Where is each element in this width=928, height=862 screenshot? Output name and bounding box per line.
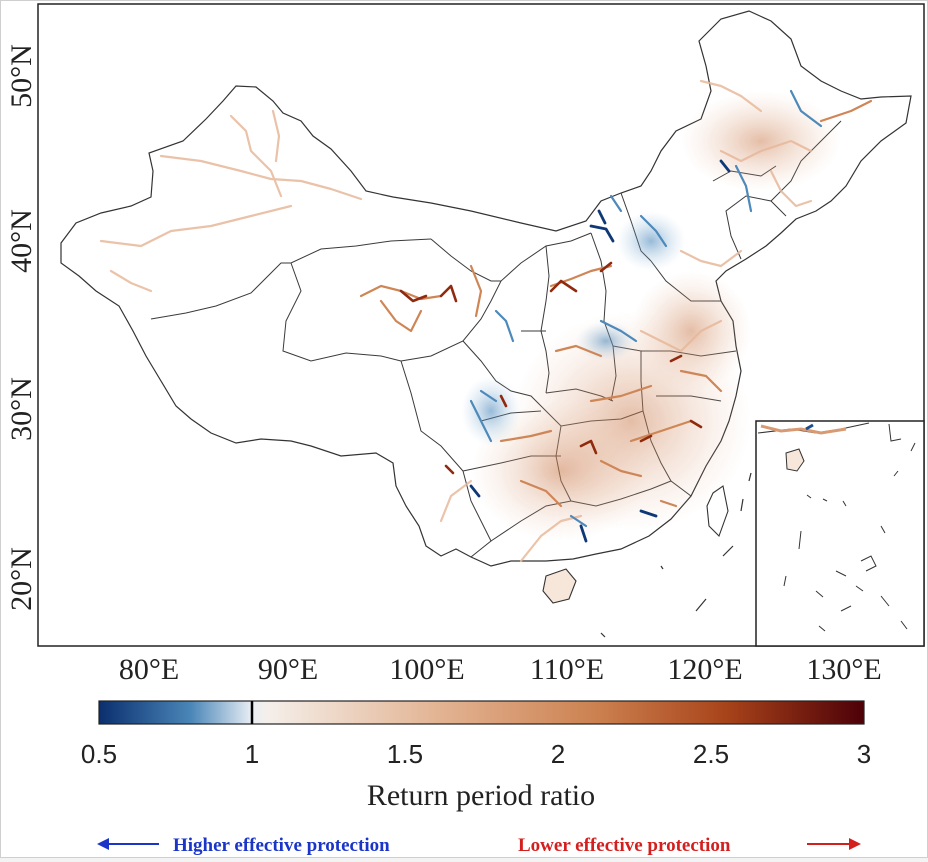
river-network (99, 79, 873, 563)
inset-hainan (785, 448, 805, 472)
lon-label-110: 110°E (530, 653, 604, 686)
lon-label-100: 100°E (389, 653, 464, 686)
direction-legend: Higher effective protection Lower effect… (97, 835, 861, 856)
inset-river-blue (805, 423, 814, 431)
lon-label-90: 90°E (258, 653, 318, 686)
inset-taiwan (888, 423, 902, 442)
left-arrow-icon (97, 838, 159, 850)
colorbar-title: Return period ratio (367, 779, 595, 812)
inset-border (755, 420, 925, 647)
colorbar-tick-label: 3 (857, 739, 871, 769)
inset-rivers (760, 424, 847, 435)
lon-label-120: 120°E (667, 653, 742, 686)
colorbar-gradient (98, 700, 865, 725)
inset-map (755, 420, 925, 647)
map-panel (37, 3, 925, 647)
right-arrow-icon (807, 838, 861, 850)
colorbar-tick-label: 0.5 (81, 739, 117, 769)
lon-label-130: 130°E (806, 653, 881, 686)
inset-islands (783, 442, 916, 632)
hainan-island (542, 568, 577, 604)
lat-label-40: 40°N (5, 209, 38, 273)
colorbar-tick-label: 1.5 (387, 739, 423, 769)
lat-label-20: 20°N (5, 547, 38, 611)
longitude-labels: 80°E 90°E 100°E 110°E 120°E 130°E (119, 653, 882, 686)
colorbar: 0.5 1 1.5 2 2.5 3 Return period ratio (81, 700, 871, 812)
lon-label-80: 80°E (119, 653, 179, 686)
colorbar-tick-label: 2.5 (693, 739, 729, 769)
colorbar-ticks: 0.5 1 1.5 2 2.5 3 (81, 739, 871, 769)
colorbar-tick-label: 2 (551, 739, 565, 769)
colorbar-tick-label: 1 (245, 739, 259, 769)
coastal-islands (600, 472, 752, 638)
legend-left-text: Higher effective protection (173, 835, 390, 856)
lat-label-50: 50°N (5, 44, 38, 108)
legend-right-text: Lower effective protection (518, 835, 731, 856)
lat-label-30: 30°N (5, 377, 38, 441)
latitude-labels: 50°N 40°N 30°N 20°N (5, 44, 38, 611)
risk-wash (461, 91, 841, 541)
